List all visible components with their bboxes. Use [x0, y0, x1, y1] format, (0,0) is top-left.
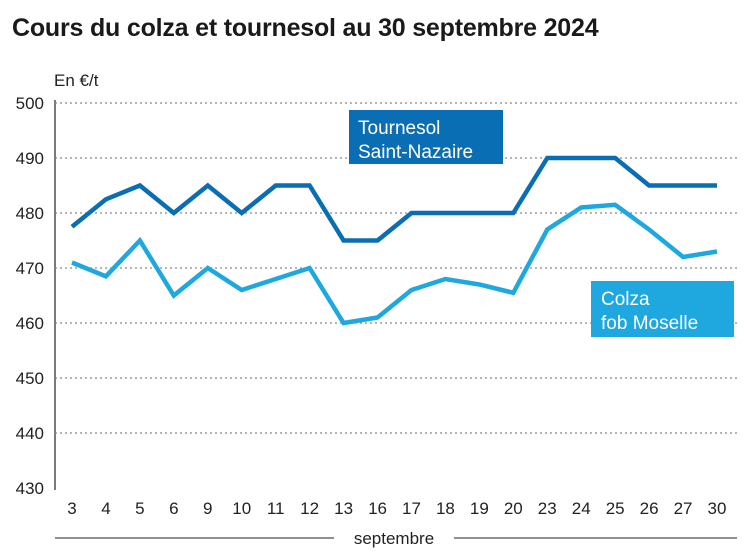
series-legends: Tournesol Saint-Nazaire Colza fob Moselle: [349, 110, 734, 337]
legend-label: Tournesol: [358, 118, 440, 139]
x-tick-label: 23: [538, 499, 557, 518]
x-tick-label: 9: [203, 499, 212, 518]
x-tick-label: 30: [708, 499, 727, 518]
x-tick-label: 3: [67, 499, 76, 518]
legend-box-0: [349, 110, 503, 164]
x-tick-label: 18: [436, 499, 455, 518]
x-tick-label: 26: [640, 499, 659, 518]
y-tick-label: 470: [16, 259, 44, 278]
series-lines: [70, 155, 718, 326]
x-tick-label: 13: [334, 499, 353, 518]
legend-label: fob Moselle: [601, 313, 698, 334]
series-line-1: [71, 202, 718, 326]
y-tick-label: 450: [16, 369, 44, 388]
y-tick-label: 480: [16, 204, 44, 223]
x-tick-label: 6: [169, 499, 178, 518]
x-axis-caption: septembre: [354, 529, 434, 548]
y-tick-label: 500: [16, 94, 44, 113]
x-tick-label: 27: [674, 499, 693, 518]
x-tick-label: 10: [232, 499, 251, 518]
x-tick-label: 25: [606, 499, 625, 518]
x-axis-ticks: 3 4 5 6 9 10 11 12 13 16 17 18 19 20 23 24 25 26 27 30: [67, 499, 726, 518]
y-axis-ticks: 500 490 480 470 460 450 440 430: [16, 94, 44, 498]
legend-box-1: [591, 281, 734, 337]
y-tick-label: 490: [16, 149, 44, 168]
x-tick-label: 16: [368, 499, 387, 518]
legend-label: Colza: [601, 289, 650, 310]
chart-title: Cours du colza et tournesol au 30 septem…: [12, 14, 599, 42]
x-tick-label: 20: [504, 499, 523, 518]
x-tick-label: 24: [572, 499, 591, 518]
y-tick-label: 440: [16, 424, 44, 443]
series-line-0: [70, 155, 717, 243]
x-tick-label: 11: [267, 499, 285, 518]
y-tick-label: 460: [16, 314, 44, 333]
x-tick-label: 17: [402, 499, 421, 518]
y-tick-label: 430: [16, 479, 44, 498]
x-tick-label: 5: [135, 499, 144, 518]
x-tick-label: 4: [101, 499, 110, 518]
legend-label: Saint-Nazaire: [358, 142, 473, 163]
y-axis-unit-label: En €/t: [54, 71, 99, 90]
x-tick-label: 12: [300, 499, 319, 518]
x-tick-label: 19: [470, 499, 489, 518]
